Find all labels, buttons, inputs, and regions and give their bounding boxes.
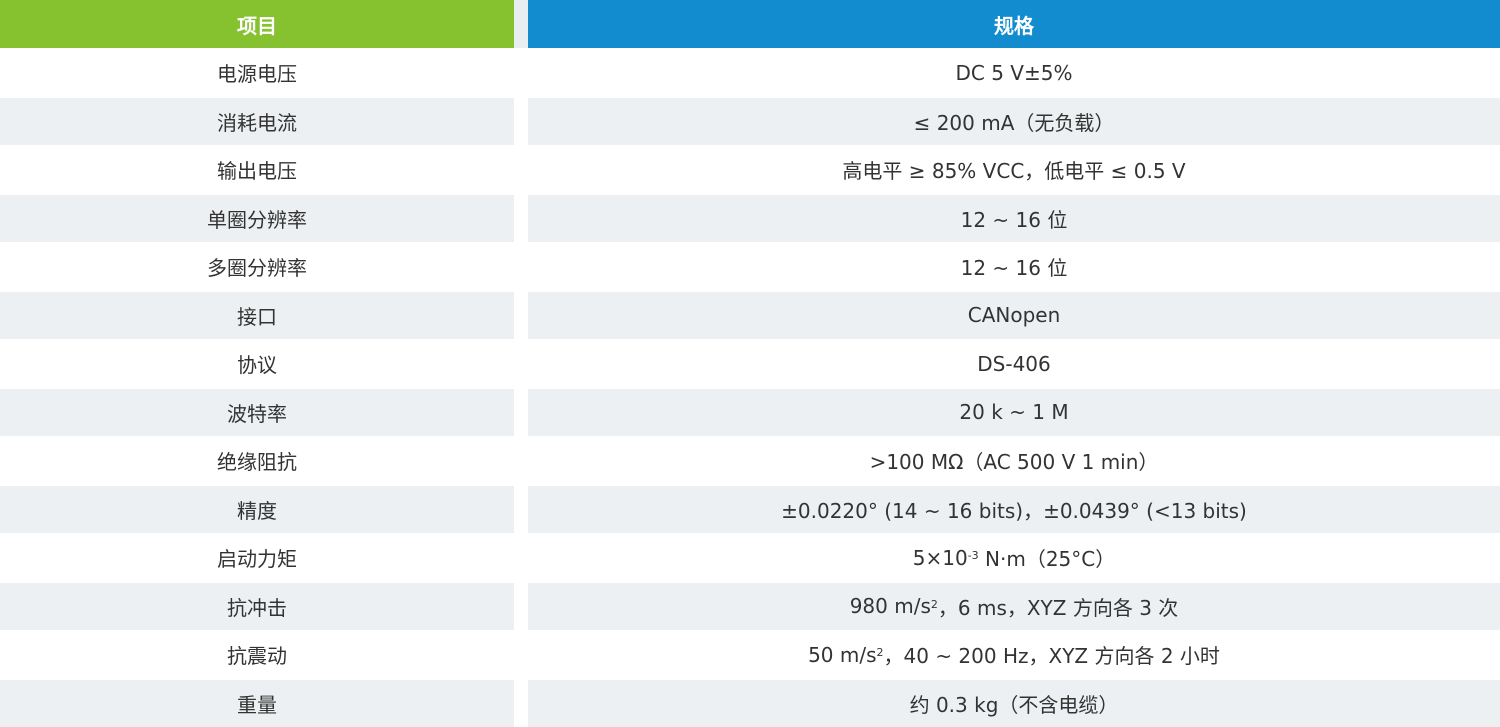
column-gap	[514, 680, 528, 727]
column-gap	[514, 0, 528, 48]
spec-superscript: -3	[967, 549, 979, 563]
table-row: 波特率 20 k ~ 1 M	[0, 387, 1500, 437]
spec-text: 50 m/s	[808, 642, 877, 667]
spec-text: DS-406	[977, 351, 1051, 376]
table-row: 多圈分辨率 12 ~ 16 位	[0, 242, 1500, 291]
spec-text: ，6 ms，XYZ 方向各 3 次	[937, 595, 1179, 620]
spec-superscript: 2	[876, 646, 884, 660]
spec-cell: 高电平 ≥ 85% VCC，低电平 ≤ 0.5 V	[528, 146, 1500, 194]
spec-cell: DS-406	[528, 340, 1500, 388]
spec-text: 20 k ~ 1 M	[959, 400, 1069, 425]
spec-text: 12 ~ 16 位	[960, 256, 1068, 281]
spec-cell: 12 ~ 16 位	[528, 243, 1500, 291]
column-gap	[514, 146, 528, 194]
spec-cell: 50 m/s 2 ，40 ~ 200 Hz，XYZ 方向各 2 小时	[528, 631, 1500, 679]
column-gap	[514, 631, 528, 679]
item-cell: 接口	[0, 291, 514, 339]
column-gap	[514, 98, 528, 146]
item-cell: 单圈分辨率	[0, 194, 514, 242]
table-row: 消耗电流 ≤ 200 mA（无负载）	[0, 96, 1500, 146]
column-gap	[514, 389, 528, 437]
table-row: 电源电压 DC 5 V±5%	[0, 48, 1500, 97]
table-row: 抗震动 50 m/s 2 ，40 ~ 200 Hz，XYZ 方向各 2 小时	[0, 630, 1500, 679]
column-gap	[514, 49, 528, 97]
spec-cell: CANopen	[528, 291, 1500, 339]
spec-text: ±0.0220° (14 ~ 16 bits)，±0.0439° (<13 bi…	[781, 498, 1247, 523]
spec-text: 980 m/s	[849, 594, 931, 619]
spec-cell: 5×10 -3 N·m（25°C）	[528, 534, 1500, 582]
item-cell: 消耗电流	[0, 97, 514, 145]
spec-cell: 980 m/s 2 ，6 ms，XYZ 方向各 3 次	[528, 582, 1500, 630]
table-row: 抗冲击 980 m/s 2 ，6 ms，XYZ 方向各 3 次	[0, 581, 1500, 631]
table-row: 精度 ±0.0220° (14 ~ 16 bits)，±0.0439° (<13 …	[0, 484, 1500, 534]
table-body: 电源电压 DC 5 V±5% 消耗电流 ≤ 200 mA（无负载） 输出电压 高电平 ≥ …	[0, 48, 1500, 727]
item-cell: 启动力矩	[217, 547, 297, 572]
spec-text: >100 MΩ（AC 500 V 1 min）	[869, 450, 1159, 475]
item-cell: 抗冲击	[0, 582, 514, 630]
column-gap	[514, 243, 528, 291]
table-header: 项目 规格	[0, 0, 1500, 48]
column-gap	[514, 486, 528, 534]
spec-cell: 20 k ~ 1 M	[528, 388, 1500, 436]
column-gap	[514, 583, 528, 631]
table-row: 启动力矩 5×10 -3 N·m（25°C）	[0, 533, 1500, 582]
spec-cell: ±0.0220° (14 ~ 16 bits)，±0.0439° (<13 bi…	[528, 485, 1500, 533]
item-cell: 多圈分辨率	[207, 256, 307, 281]
spec-superscript: 2	[930, 597, 938, 611]
spec-text: 约 0.3 kg（不含电缆）	[909, 692, 1119, 717]
table-row: 输出电压 高电平 ≥ 85% VCC，低电平 ≤ 0.5 V	[0, 145, 1500, 194]
spec-cell: 12 ~ 16 位	[528, 194, 1500, 242]
spec-cell: DC 5 V±5%	[528, 49, 1500, 97]
table-row: 单圈分辨率 12 ~ 16 位	[0, 193, 1500, 243]
table-row: 接口 CANopen	[0, 290, 1500, 340]
spec-text: N·m（25°C）	[978, 547, 1116, 572]
table-row: 重量 约 0.3 kg（不含电缆）	[0, 678, 1500, 727]
spec-cell: ≤ 200 mA（无负载）	[528, 97, 1500, 145]
item-cell: 输出电压	[217, 159, 297, 184]
spec-text: ，40 ~ 200 Hz，XYZ 方向各 2 小时	[883, 644, 1220, 669]
column-gap	[514, 437, 528, 485]
column-gap	[514, 340, 528, 388]
table-row: 绝缘阻抗 >100 MΩ（AC 500 V 1 min）	[0, 436, 1500, 485]
item-cell: 精度	[0, 485, 514, 533]
header-item: 项目	[0, 0, 514, 48]
table-row: 协议 DS-406	[0, 339, 1500, 388]
spec-text: CANopen	[967, 303, 1061, 328]
item-cell: 绝缘阻抗	[217, 450, 297, 475]
header-spec: 规格	[528, 0, 1500, 48]
column-gap	[514, 195, 528, 243]
column-gap	[514, 534, 528, 582]
item-cell: 重量	[0, 679, 514, 727]
spec-text: DC 5 V±5%	[955, 60, 1073, 85]
spec-cell: >100 MΩ（AC 500 V 1 min）	[528, 437, 1500, 485]
item-cell: 波特率	[0, 388, 514, 436]
spec-text: 高电平 ≥ 85% VCC，低电平 ≤ 0.5 V	[842, 159, 1186, 184]
item-cell: 协议	[237, 353, 277, 378]
item-cell: 抗震动	[227, 644, 287, 669]
spec-text: 12 ~ 16 位	[960, 207, 1068, 232]
spec-text: 5×10	[912, 545, 968, 570]
column-gap	[514, 292, 528, 340]
spec-cell: 约 0.3 kg（不含电缆）	[528, 679, 1500, 727]
spec-text: ≤ 200 mA（无负载）	[913, 110, 1115, 135]
item-cell: 电源电压	[217, 62, 297, 87]
